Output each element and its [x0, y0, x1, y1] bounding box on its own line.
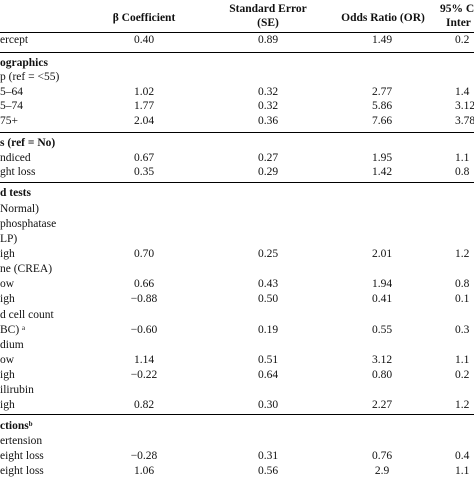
- row-label: eight loss: [0, 450, 44, 462]
- beta-value: 0.40: [133, 34, 155, 46]
- header-se-line1: Standard Error: [229, 3, 307, 15]
- or-value: 3.12: [371, 354, 393, 366]
- se-value: 0.30: [257, 399, 279, 411]
- row-label: BC) ᵃ: [0, 324, 26, 336]
- beta-value: 0.66: [133, 278, 155, 290]
- header-beta: β Coefficient: [112, 12, 176, 24]
- row-label: igh: [0, 293, 15, 305]
- header-se-line2: (SE): [257, 17, 279, 29]
- row-label: ow: [0, 354, 15, 366]
- row-label: LP): [0, 233, 18, 245]
- row-label: phosphatase: [0, 218, 57, 230]
- section-rule: [0, 132, 474, 133]
- row-label: ndiced: [0, 152, 31, 164]
- or-value: 2.9: [374, 465, 390, 477]
- or-value: 0.80: [371, 369, 393, 381]
- beta-value: 0.82: [133, 399, 155, 411]
- se-value: 0.29: [257, 166, 279, 178]
- or-value: 1.95: [371, 152, 393, 164]
- se-value: 0.56: [257, 465, 279, 477]
- row-label: p (ref = <55): [0, 71, 60, 83]
- section-heading: ographics: [0, 57, 48, 69]
- header-ci-line1: 95% C: [440, 3, 474, 15]
- header-rule: [0, 32, 474, 33]
- ci-value: 1.2: [455, 248, 470, 260]
- header-or: Odds Ratio (OR): [341, 12, 425, 24]
- beta-value: −0.22: [130, 369, 158, 381]
- or-value: 2.01: [371, 248, 393, 260]
- ci-value: 3.78: [455, 115, 474, 127]
- ci-value: 1.4: [455, 86, 470, 98]
- row-label: igh: [0, 248, 15, 260]
- beta-value: 2.04: [133, 115, 155, 127]
- beta-value: 0.70: [133, 248, 155, 260]
- ci-value: 0.1: [455, 293, 470, 305]
- beta-value: 0.67: [133, 152, 155, 164]
- se-value: 0.25: [257, 248, 279, 260]
- beta-value: 1.06: [133, 465, 155, 477]
- ci-value: 0.2: [455, 34, 470, 46]
- se-value: 0.51: [257, 354, 279, 366]
- beta-value: −0.60: [130, 324, 158, 336]
- or-value: 0.76: [371, 450, 393, 462]
- beta-value: −0.88: [130, 293, 158, 305]
- row-label: ertension: [0, 435, 43, 447]
- beta-value: 0.35: [133, 166, 155, 178]
- row-label: igh: [0, 369, 15, 381]
- header-ci-line2: Inter: [446, 17, 471, 29]
- or-value: 2.27: [371, 399, 393, 411]
- row-label: 5–74: [0, 100, 23, 112]
- beta-value: −0.28: [130, 450, 158, 462]
- section-heading: s (ref = No): [0, 137, 56, 149]
- ci-value: 0.2: [455, 369, 470, 381]
- or-value: 1.42: [371, 166, 393, 178]
- or-value: 2.77: [371, 86, 393, 98]
- se-value: 0.50: [257, 293, 279, 305]
- beta-value: 1.77: [133, 100, 155, 112]
- row-label: igh: [0, 399, 15, 411]
- ci-value: 1.1: [455, 152, 470, 164]
- section-heading: ctionsᵇ: [0, 420, 33, 432]
- row-label: Normal): [0, 203, 39, 215]
- row-label: ght loss: [0, 166, 36, 178]
- or-value: 1.94: [371, 278, 393, 290]
- ci-value: 1.2: [455, 399, 470, 411]
- ci-value: 1.1: [455, 465, 470, 477]
- section-heading: d tests: [0, 187, 31, 199]
- row-label: ne (CREA): [0, 263, 53, 275]
- se-value: 0.89: [257, 34, 279, 46]
- section-rule: [0, 414, 474, 415]
- ci-value: 3.12: [455, 100, 474, 112]
- beta-value: 1.14: [133, 354, 155, 366]
- se-value: 0.31: [257, 450, 279, 462]
- or-value: 1.49: [371, 34, 393, 46]
- se-value: 0.32: [257, 100, 279, 112]
- se-value: 0.32: [257, 86, 279, 98]
- row-label: ow: [0, 278, 15, 290]
- row-label: dium: [0, 339, 24, 351]
- or-value: 5.86: [371, 100, 393, 112]
- se-value: 0.43: [257, 278, 279, 290]
- ci-value: 0.8: [455, 166, 470, 178]
- or-value: 7.66: [371, 115, 393, 127]
- ci-value: 0.8: [455, 278, 470, 290]
- or-value: 0.41: [371, 293, 393, 305]
- row-label: ercept: [0, 34, 29, 46]
- section-rule: [0, 182, 474, 183]
- se-value: 0.27: [257, 152, 279, 164]
- row-label: d cell count: [0, 309, 54, 321]
- row-label: 5–64: [0, 86, 23, 98]
- row-label: eight loss: [0, 465, 44, 477]
- ci-value: 0.3: [455, 324, 470, 336]
- se-value: 0.64: [257, 369, 279, 381]
- row-label: 75+: [0, 115, 18, 127]
- ci-value: 0.4: [455, 450, 470, 462]
- ci-value: 1.1: [455, 354, 470, 366]
- se-value: 0.36: [257, 115, 279, 127]
- section-rule: [0, 52, 474, 53]
- beta-value: 1.02: [133, 86, 155, 98]
- row-label: ilirubin: [0, 384, 34, 396]
- or-value: 0.55: [371, 324, 393, 336]
- se-value: 0.19: [257, 324, 279, 336]
